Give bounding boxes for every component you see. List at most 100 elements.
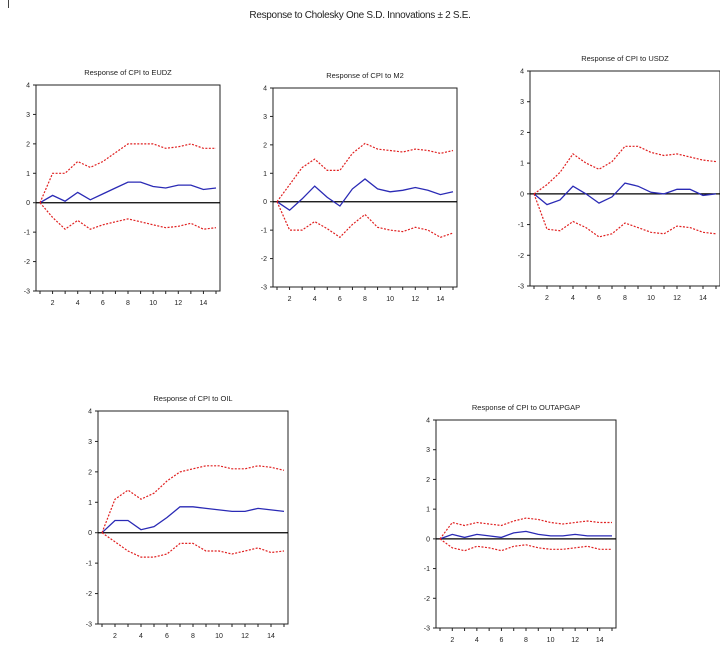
x-tick-label: 10 — [647, 295, 655, 302]
x-tick-label: 8 — [363, 296, 367, 303]
lower-band-line — [276, 201, 454, 239]
chart-title: Response of CPI to M2 — [326, 71, 404, 80]
y-tick-label: 4 — [520, 69, 524, 76]
y-tick-label: -2 — [261, 256, 267, 263]
x-tick-label: 4 — [139, 633, 143, 640]
y-tick-label: -1 — [86, 561, 92, 568]
x-tick-label: 8 — [191, 633, 195, 640]
y-tick-label: -3 — [24, 289, 30, 296]
x-tick-label: 8 — [524, 637, 528, 644]
y-tick-label: -2 — [424, 596, 430, 603]
x-tick-label: 2 — [450, 637, 454, 644]
x-tick-label: 12 — [174, 300, 182, 307]
y-tick-label: -1 — [518, 222, 524, 229]
chart-panel: Response of CPI to USDZ -3 -2 -1 0 1 2 3 4 2 4 6 8 10… — [510, 42, 720, 312]
y-tick-label: 4 — [26, 83, 30, 90]
x-tick-label: 10 — [149, 300, 157, 307]
x-tick-label: 14 — [437, 296, 445, 303]
x-tick-label: 10 — [215, 633, 223, 640]
y-tick-label: 4 — [88, 409, 92, 416]
upper-band-line — [439, 517, 612, 540]
y-tick-label: 4 — [426, 418, 430, 425]
x-tick-label: 4 — [475, 637, 479, 644]
y-tick-label: -2 — [24, 259, 30, 266]
y-tick-label: 0 — [520, 191, 524, 198]
y-tick-label: -3 — [518, 284, 524, 291]
lower-band-line — [439, 538, 612, 552]
lower-band-line — [39, 202, 217, 230]
y-tick-label: -1 — [424, 566, 430, 573]
chart-panel: Response of CPI to EUDZ -3 -2 -1 0 1 2 3 4 2 4 6 8 10… — [22, 55, 252, 325]
x-tick-label: 8 — [126, 300, 130, 307]
x-tick-label: 6 — [101, 300, 105, 307]
chart-panel: Response of CPI to M2 -3 -2 -1 0 1 2 3 4 2 4 6 8 10 12… — [255, 55, 485, 325]
x-tick-label: 12 — [241, 633, 249, 640]
upper-band-line — [276, 142, 454, 203]
x-tick-label: 2 — [288, 296, 292, 303]
y-tick-label: 3 — [263, 114, 267, 121]
y-tick-label: 3 — [26, 112, 30, 119]
response-line — [533, 182, 717, 206]
y-tick-label: -1 — [24, 230, 30, 237]
lower-band-line — [533, 193, 717, 238]
plot-frame — [435, 419, 617, 629]
x-tick-label: 10 — [386, 296, 394, 303]
response-line — [276, 178, 454, 212]
y-tick-label: 1 — [263, 171, 267, 178]
x-tick-label: 4 — [76, 300, 80, 307]
chart-title: Response of CPI to OUTAPGAP — [472, 403, 580, 412]
x-tick-label: 2 — [545, 295, 549, 302]
y-tick-label: 1 — [26, 171, 30, 178]
y-tick-label: 4 — [263, 86, 267, 93]
x-tick-label: 4 — [313, 296, 317, 303]
x-tick-label: 2 — [51, 300, 55, 307]
plot-frame — [529, 70, 720, 287]
upper-band-line — [39, 143, 216, 203]
upper-band-line — [101, 465, 285, 533]
corner-tick-mark — [8, 0, 9, 8]
x-tick-label: 10 — [547, 637, 555, 644]
y-tick-label: -2 — [518, 253, 524, 260]
plot-frame — [97, 410, 289, 625]
x-tick-label: 6 — [499, 637, 503, 644]
chart-title: Response of CPI to EUDZ — [84, 68, 172, 77]
y-tick-label: -3 — [86, 622, 92, 629]
x-tick-label: 6 — [338, 296, 342, 303]
x-tick-label: 14 — [699, 295, 707, 302]
x-tick-label: 8 — [623, 295, 627, 302]
x-tick-label: 14 — [596, 637, 604, 644]
y-tick-label: 1 — [520, 161, 524, 168]
x-tick-label: 14 — [267, 633, 275, 640]
y-tick-label: 0 — [426, 536, 430, 543]
y-tick-label: 0 — [263, 199, 267, 206]
chart-title: Response of CPI to OIL — [153, 394, 232, 403]
x-tick-label: 2 — [113, 633, 117, 640]
y-tick-label: -3 — [424, 626, 430, 633]
response-line — [39, 181, 217, 204]
x-tick-label: 12 — [673, 295, 681, 302]
figure-title: Response to Cholesky One S.D. Innovation… — [249, 10, 471, 21]
upper-band-line — [533, 145, 717, 195]
y-tick-label: 3 — [88, 439, 92, 446]
response-line — [101, 506, 285, 534]
y-tick-label: 0 — [88, 530, 92, 537]
y-tick-label: 0 — [26, 200, 30, 207]
x-tick-label: 12 — [411, 296, 419, 303]
y-tick-label: 2 — [26, 141, 30, 148]
plot-frame — [272, 87, 458, 288]
chart-panel: Response of CPI to OUTAPGAP -3 -2 -1 0 1 2 3 4 2 4… — [418, 382, 648, 652]
response-line — [439, 530, 612, 540]
chart-title: Response of CPI to USDZ — [581, 54, 669, 63]
y-tick-label: -1 — [261, 228, 267, 235]
y-tick-label: 3 — [520, 99, 524, 106]
y-tick-label: -2 — [86, 591, 92, 598]
x-tick-label: 12 — [571, 637, 579, 644]
x-tick-label: 6 — [597, 295, 601, 302]
y-tick-label: 1 — [426, 507, 430, 514]
y-tick-label: 2 — [426, 477, 430, 484]
y-tick-label: 2 — [263, 142, 267, 149]
plot-frame — [35, 84, 221, 292]
